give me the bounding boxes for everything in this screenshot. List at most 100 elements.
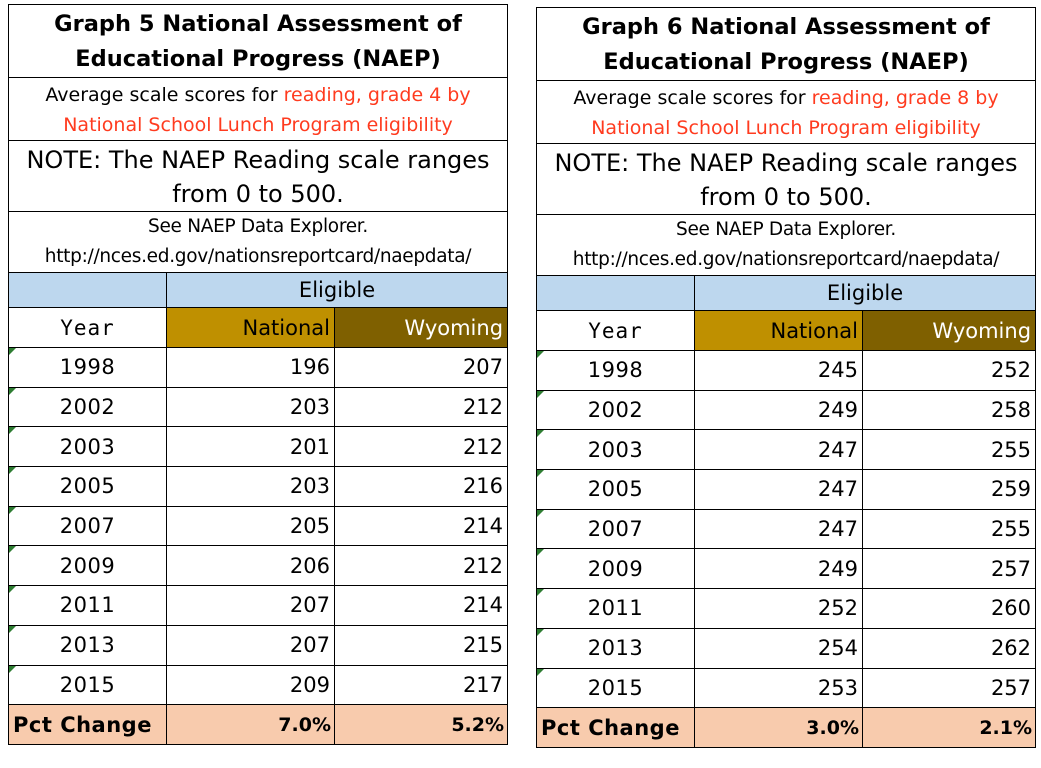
wyoming-score-cell: 207 (333, 347, 509, 388)
wyoming-score-value: 214 (462, 514, 504, 539)
national-score-cell: 201 (166, 426, 335, 468)
national-score-cell: 254 (694, 627, 863, 669)
national-score-value: 247 (817, 517, 858, 542)
eligible-header: Eligible (165, 272, 509, 308)
data-source: See NAEP Data Explorer. http://nces.ed.g… (535, 214, 1037, 276)
year-value: 2002 (59, 395, 116, 420)
wyoming-score-value: 212 (462, 434, 504, 459)
wyoming-score-cell: 257 (861, 667, 1037, 709)
wyoming-score-cell: 215 (333, 624, 509, 666)
year-column-header: Year (536, 310, 695, 351)
eligible-blank-cell (536, 275, 695, 311)
year-value: 2003 (587, 437, 644, 462)
source-url: http://nces.ed.gov/nationsreportcard/nae… (44, 246, 472, 267)
year-cell: 1998 (536, 350, 695, 391)
year-value: 2005 (59, 474, 116, 499)
wyoming-score-value: 212 (462, 553, 504, 578)
year-cell: 2002 (536, 389, 695, 431)
table-row: 2011 207 214 (8, 585, 509, 626)
table-title: Graph 6 National Assessment of Education… (535, 7, 1037, 81)
wyoming-score-cell: 216 (333, 466, 509, 507)
note-line-2: from 0 to 500. (172, 180, 344, 208)
cell-marker-icon (9, 427, 16, 435)
year-value: 2007 (587, 517, 644, 542)
wyoming-score-cell: 212 (333, 386, 509, 428)
year-value: 2011 (587, 596, 644, 621)
wyoming-score-cell: 214 (333, 505, 509, 547)
table-row: 2009 206 212 (8, 545, 509, 587)
data-source: See NAEP Data Explorer. http://nces.ed.g… (7, 211, 509, 273)
national-column-header: National (166, 307, 335, 348)
table-row: 2015 209 217 (8, 664, 509, 706)
table-row: 2002 203 212 (8, 386, 509, 428)
year-cell: 2015 (536, 667, 695, 709)
table-row: 2002 249 258 (536, 389, 1037, 431)
wyoming-score-value: 215 (462, 633, 504, 658)
national-score-cell: 203 (166, 386, 335, 428)
pct-change-label: Pct Change (536, 707, 695, 749)
wyoming-score-cell: 258 (861, 389, 1037, 431)
year-cell: 2011 (536, 588, 695, 629)
national-score-value: 254 (817, 636, 858, 661)
wyoming-score-value: 216 (462, 474, 504, 499)
graph-6-panel: Graph 6 National Assessment of Education… (535, 7, 1037, 749)
national-score-cell: 206 (166, 545, 335, 587)
cell-marker-icon (537, 589, 544, 597)
wyoming-score-value: 252 (990, 358, 1032, 383)
table-subtitle: Average scale scores for reading, grade … (535, 80, 1037, 144)
cell-marker-icon (9, 625, 16, 633)
cell-marker-icon (537, 668, 544, 676)
year-cell: 1998 (8, 347, 167, 388)
cell-marker-icon (9, 586, 16, 594)
national-score-cell: 207 (166, 624, 335, 666)
national-score-cell: 253 (694, 667, 863, 709)
national-score-value: 253 (817, 675, 858, 700)
year-cell: 2009 (8, 545, 167, 587)
year-value: 2015 (587, 675, 644, 700)
year-value: 2013 (587, 636, 644, 661)
wyoming-score-cell: 262 (861, 627, 1037, 669)
national-score-value: 207 (289, 633, 330, 658)
pct-change-national: 3.0% (694, 707, 863, 749)
national-score-value: 247 (817, 437, 858, 462)
wyoming-score-value: 214 (462, 593, 504, 618)
year-value: 2009 (587, 556, 644, 581)
wyoming-score-cell: 259 (861, 469, 1037, 510)
year-cell: 2013 (8, 624, 167, 666)
title-line-1: Graph 6 National Assessment of (582, 14, 990, 40)
wyoming-score-value: 262 (990, 636, 1032, 661)
pct-change-national: 7.0% (166, 704, 335, 746)
cell-marker-icon (9, 665, 16, 673)
subtitle-highlight-2: National School Lunch Program eligibilit… (591, 117, 981, 139)
table-row: 2007 205 214 (8, 505, 509, 547)
year-cell: 2011 (8, 585, 167, 626)
cell-marker-icon (9, 348, 16, 355)
year-cell: 2003 (8, 426, 167, 468)
year-value: 2015 (59, 672, 116, 697)
national-score-value: 206 (289, 553, 330, 578)
national-score-value: 252 (817, 596, 858, 621)
national-score-cell: 247 (694, 469, 863, 510)
table-row: 2003 201 212 (8, 426, 509, 468)
subtitle-prefix: Average scale scores for (573, 87, 812, 109)
national-score-cell: 252 (694, 588, 863, 629)
year-cell: 2009 (536, 548, 695, 590)
year-cell: 2015 (8, 664, 167, 706)
naep-table: Graph 5 National Assessment of Education… (7, 4, 509, 746)
cell-marker-icon (537, 470, 544, 478)
national-score-value: 196 (289, 355, 330, 380)
subtitle-highlight-1: reading, grade 4 by (283, 84, 471, 106)
national-score-value: 245 (817, 358, 858, 383)
note-line-2: from 0 to 500. (700, 183, 872, 211)
note-line-1: NOTE: The NAEP Reading scale ranges (26, 146, 490, 174)
wyoming-score-value: 255 (990, 437, 1032, 462)
national-score-cell: 207 (166, 585, 335, 626)
wyoming-column-header: Wyoming (861, 310, 1037, 351)
eligible-header: Eligible (693, 275, 1037, 311)
title-line-1: Graph 5 National Assessment of (54, 11, 462, 37)
national-score-cell: 249 (694, 389, 863, 431)
cell-marker-icon (537, 549, 544, 557)
table-row: 2003 247 255 (536, 429, 1037, 471)
year-value: 2007 (59, 514, 116, 539)
national-score-cell: 209 (166, 664, 335, 706)
